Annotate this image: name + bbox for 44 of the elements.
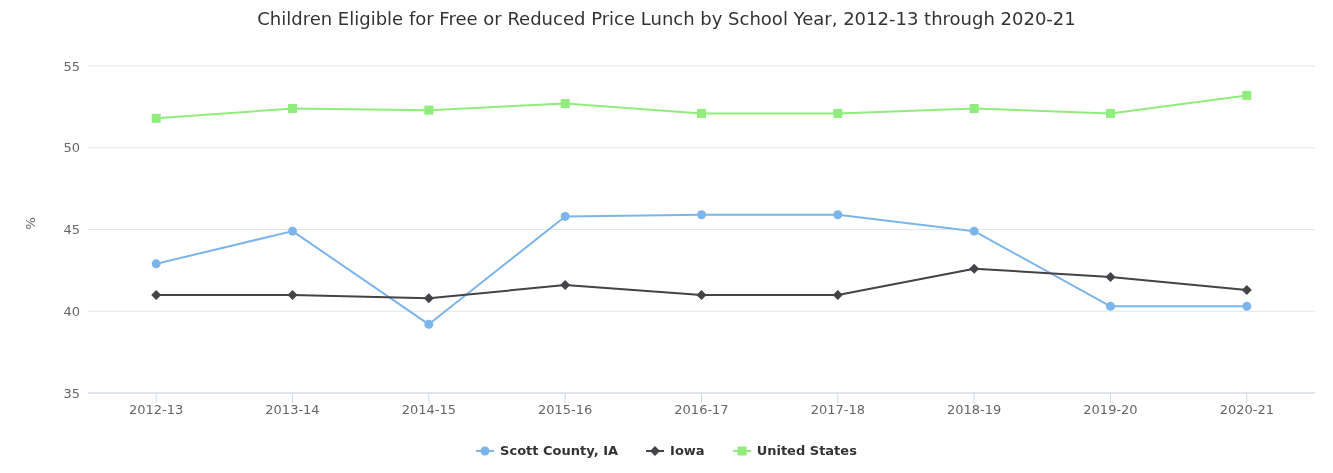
x-tick-label: 2020-21 — [1219, 402, 1274, 418]
y-tick-label: 45 — [63, 222, 80, 238]
point — [151, 259, 161, 269]
point — [424, 319, 434, 329]
y-tick-label: 40 — [63, 303, 80, 319]
point — [1106, 108, 1115, 118]
point — [560, 99, 570, 109]
point — [833, 108, 843, 118]
point — [1242, 301, 1252, 311]
point — [696, 289, 707, 300]
x-tick-label: 2019-20 — [1083, 402, 1138, 418]
point — [1242, 90, 1252, 100]
chart-title: Children Eligible for Free or Reduced Price Lunch by School Year, 2012-13 through 2020-21 — [256, 8, 1077, 31]
x-tick-label: 2013-14 — [265, 402, 320, 418]
point — [560, 211, 570, 221]
point — [287, 289, 298, 300]
x-tick-label: 2018-19 — [947, 402, 1002, 418]
point — [697, 210, 706, 220]
point — [560, 280, 571, 291]
x-tick-label: 2014-15 — [401, 402, 456, 418]
point — [833, 210, 843, 220]
point — [423, 293, 434, 304]
point — [969, 226, 979, 236]
x-tick-label: 2016-17 — [674, 402, 729, 418]
point — [288, 226, 297, 236]
point — [151, 113, 161, 123]
legend-label: United States — [755, 443, 857, 458]
y-tick-label: 35 — [63, 385, 80, 401]
point — [697, 108, 706, 118]
legend-label: Iowa — [669, 443, 705, 458]
point — [424, 105, 434, 115]
x-tick-label: 2015-16 — [538, 402, 593, 418]
point — [1241, 285, 1252, 295]
x-tick-label: 2012-13 — [129, 402, 184, 418]
y-tick-label: 50 — [63, 140, 80, 156]
x-tick-label: 2017-18 — [810, 402, 865, 418]
point — [969, 263, 980, 274]
point — [969, 104, 979, 114]
point — [288, 104, 297, 114]
point — [1105, 271, 1116, 282]
y-tick-label: 55 — [63, 58, 80, 74]
point — [1106, 301, 1115, 311]
legend-label: Scott County, IA — [499, 443, 619, 458]
y-axis-title: % — [22, 217, 38, 230]
